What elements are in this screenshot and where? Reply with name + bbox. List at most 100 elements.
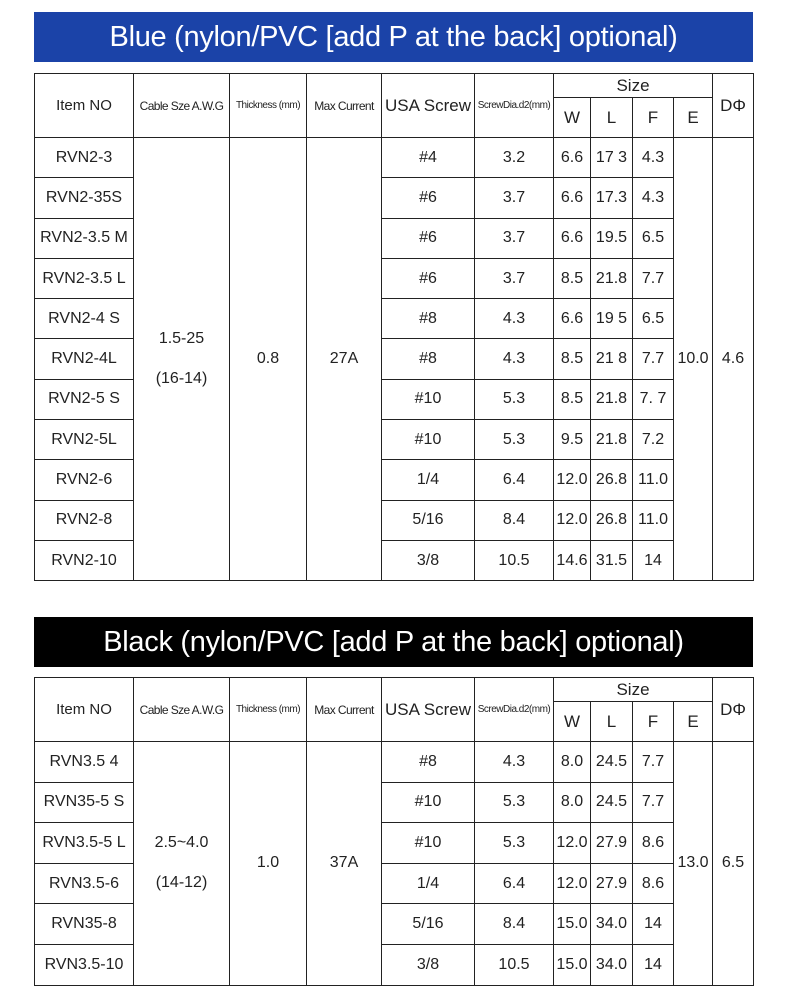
screw-dia-cell: 4.3: [474, 298, 554, 340]
size-f-cell: 8.6: [632, 862, 674, 905]
usa-screw-cell: 1/4: [381, 862, 475, 905]
size-l-cell: 34.0: [590, 903, 633, 945]
header-w: W: [553, 701, 591, 742]
size-f-cell: 11.0: [632, 499, 674, 541]
cable-size-mm2: 2.5~4.0: [154, 834, 209, 852]
size-w-cell: 6.6: [553, 177, 591, 219]
table-row: RVN2-10 3/8 10.5 14.6 31.5 14: [34, 539, 754, 582]
item-no-cell: RVN2-3.5 M: [34, 217, 134, 259]
size-f-cell: 14: [632, 903, 674, 945]
size-e-cell: 13.0: [672, 741, 714, 986]
thickness-cell: 1.0: [229, 741, 307, 986]
item-no-cell: RVN2-3.5 L: [34, 257, 134, 300]
size-w-cell: 8.5: [553, 338, 591, 380]
header-item-no: Item NO: [34, 677, 134, 742]
item-no-cell: RVN2-10: [34, 539, 134, 582]
usa-screw-cell: #6: [381, 177, 475, 219]
usa-screw-cell: #10: [381, 378, 475, 421]
size-f-cell: 4.3: [632, 177, 674, 219]
cable-size-cell: 1.5-25 (16-14): [133, 136, 230, 582]
table-row: RVN2-5 S #10 5.3 8.5 21.8 7. 7: [34, 378, 754, 421]
usa-screw-cell: 3/8: [381, 943, 475, 986]
screw-dia-cell: 6.4: [474, 862, 554, 905]
screw-dia-cell: 5.3: [474, 419, 554, 461]
size-f-cell: 6.5: [632, 217, 674, 259]
screw-dia-cell: 5.3: [474, 822, 554, 864]
item-no-cell: RVN3.5-6: [34, 862, 134, 905]
max-current-cell: 37A: [306, 741, 382, 986]
table-row: RVN2-8 5/16 8.4 12.0 26.8 11.0: [34, 499, 754, 541]
size-l-cell: 17 3: [590, 136, 633, 179]
size-l-cell: 27.9: [590, 862, 633, 905]
header-f: F: [632, 97, 674, 138]
screw-dia-cell: 3.7: [474, 177, 554, 219]
size-f-cell: 11.0: [632, 459, 674, 501]
item-no-cell: RVN3.5-5 L: [34, 822, 134, 864]
size-l-cell: 21 8: [590, 338, 633, 380]
header-usa-screw: USA Screw: [381, 73, 475, 138]
size-f-cell: 6.5: [632, 298, 674, 340]
item-no-cell: RVN2-3: [34, 136, 134, 179]
size-w-cell: 15.0: [553, 943, 591, 986]
size-l-cell: 24.5: [590, 741, 633, 783]
size-l-cell: 24.5: [590, 781, 633, 824]
header-cable-size: Cable Sze A.W.G: [133, 73, 230, 138]
size-w-cell: 6.6: [553, 217, 591, 259]
item-no-cell: RVN2-4 S: [34, 298, 134, 340]
size-l-cell: 21.8: [590, 378, 633, 421]
usa-screw-cell: #6: [381, 217, 475, 259]
header-cable-size: Cable Sze A.W.G: [133, 677, 230, 742]
usa-screw-cell: 3/8: [381, 539, 475, 582]
size-l-cell: 21.8: [590, 419, 633, 461]
usa-screw-cell: 1/4: [381, 459, 475, 501]
item-no-cell: RVN2-5 S: [34, 378, 134, 421]
item-no-cell: RVN3.5 4: [34, 741, 134, 783]
cable-size-awg: (16-14): [155, 370, 208, 388]
size-w-cell: 6.6: [553, 136, 591, 179]
table-row: RVN2-5L #10 5.3 9.5 21.8 7.2: [34, 419, 754, 461]
size-l-cell: 17.3: [590, 177, 633, 219]
thickness-cell: 0.8: [229, 136, 307, 582]
size-f-cell: 7. 7: [632, 378, 674, 421]
screw-dia-cell: 5.3: [474, 378, 554, 421]
usa-screw-cell: #8: [381, 338, 475, 380]
blue-spec-table: Item NO Cable Sze A.W.G Thickness (mm) Max …: [34, 73, 755, 582]
header-e: E: [672, 701, 714, 742]
table-row: RVN2-3.5 L #6 3.7 8.5 21.8 7.7: [34, 257, 754, 300]
black-section-banner: Black (nylon/PVC [add P at the back] opt…: [34, 617, 753, 667]
header-screw-dia: ScrewDia.d2(mm): [474, 73, 554, 138]
size-e-cell: 10.0: [672, 136, 714, 582]
header-e: E: [672, 97, 714, 138]
header-screw-dia: ScrewDia.d2(mm): [474, 677, 554, 742]
item-no-cell: RVN2-35S: [34, 177, 134, 219]
cable-size-awg: (14-12): [155, 874, 208, 892]
black-spec-table: Item NO Cable Sze A.W.G Thickness (mm) Max …: [34, 677, 755, 986]
blue-section-banner: Blue (nylon/PVC [add P at the back] opti…: [34, 12, 753, 62]
table-row: RVN3.5-10 3/8 10.5 15.0 34.0 14: [34, 943, 754, 986]
usa-screw-cell: #8: [381, 298, 475, 340]
d-cell: 4.6: [712, 136, 755, 582]
size-w-cell: 12.0: [553, 862, 591, 905]
item-no-cell: RVN35-8: [34, 903, 134, 945]
item-no-cell: RVN2-4L: [34, 338, 134, 380]
item-no-cell: RVN2-8: [34, 499, 134, 541]
usa-screw-cell: 5/16: [381, 499, 475, 541]
header-size: Size: [552, 73, 714, 98]
size-l-cell: 26.8: [590, 499, 633, 541]
table-row: RVN3.5-6 1/4 6.4 12.0 27.9 8.6: [34, 862, 754, 905]
size-w-cell: 12.0: [553, 499, 591, 541]
header-thickness: Thickness (mm): [229, 73, 307, 138]
usa-screw-cell: #10: [381, 419, 475, 461]
size-l-cell: 34.0: [590, 943, 633, 986]
table-row: RVN3.5 4 2.5~4.0 (14-12) 1.0 37A #8 4.3 8.0 24.5…: [34, 741, 755, 986]
usa-screw-cell: #8: [381, 741, 475, 783]
screw-dia-cell: 10.5: [474, 539, 554, 582]
size-f-cell: 14: [632, 539, 674, 582]
screw-dia-cell: 4.3: [474, 338, 554, 380]
header-f: F: [632, 701, 674, 742]
size-w-cell: 6.6: [553, 298, 591, 340]
header-size: Size: [552, 677, 714, 702]
usa-screw-cell: #10: [381, 781, 475, 824]
